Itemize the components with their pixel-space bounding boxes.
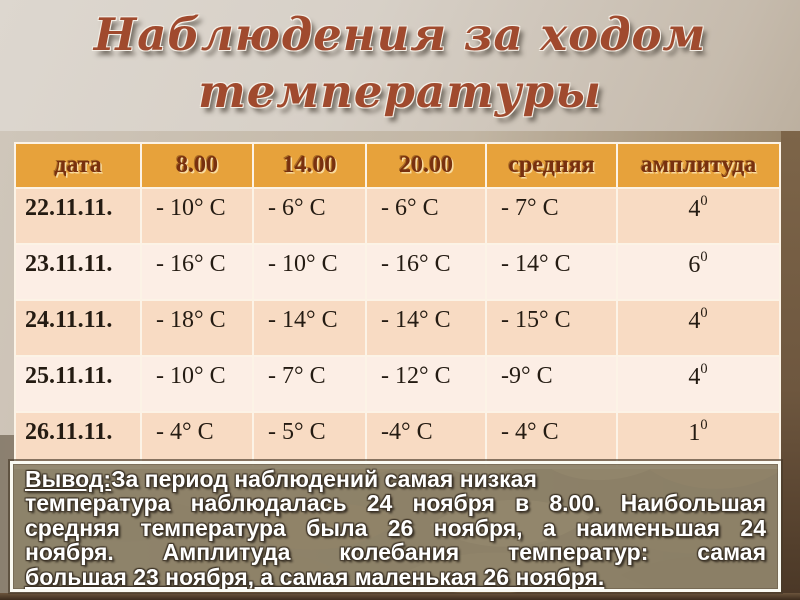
title-line-1: Наблюдения за ходом bbox=[93, 8, 707, 61]
date-cell: 23.11.11. bbox=[14, 243, 142, 301]
table-row: 25.11.11. - 10° C - 7° C - 12° C -9° C 4… bbox=[14, 355, 781, 413]
amplitude-value: 4 bbox=[688, 308, 701, 334]
amplitude-superscript: 0 bbox=[700, 304, 708, 321]
header-cell-date: дата bbox=[14, 142, 142, 189]
date-cell: 22.11.11. bbox=[14, 187, 142, 245]
average-cell: - 15° C bbox=[485, 299, 618, 357]
date-cell: 25.11.11. bbox=[14, 355, 142, 413]
header-cell-800: 8.00 bbox=[140, 142, 254, 189]
average-cell: - 7° C bbox=[485, 187, 618, 245]
date-cell: 24.11.11. bbox=[14, 299, 142, 357]
conclusion-line: ноября. Амплитуда колебания температур: … bbox=[25, 539, 766, 566]
amplitude-value: 1 bbox=[688, 420, 701, 446]
conclusion-label: Вывод: bbox=[25, 466, 112, 492]
header-cell-average: средняя bbox=[485, 142, 618, 189]
amplitude-cell: 40 bbox=[616, 187, 781, 245]
temp-800-cell: - 10° C bbox=[140, 355, 254, 413]
date-cell: 26.11.11. bbox=[14, 411, 142, 469]
temp-800-cell: - 4° C bbox=[140, 411, 254, 469]
conclusion-line: Вывод: За период наблюдений самая низкая bbox=[25, 466, 766, 492]
amplitude-cell: 40 bbox=[616, 299, 781, 357]
temp-800-cell: - 16° C bbox=[140, 243, 254, 301]
temp-1400-cell: - 5° C bbox=[252, 411, 367, 469]
table-row: 24.11.11. - 18° C - 14° C - 14° C - 15° … bbox=[14, 299, 781, 357]
temp-1400-cell: - 6° C bbox=[252, 187, 367, 245]
temp-2000-cell: -4° C bbox=[365, 411, 487, 469]
temp-2000-cell: - 12° C bbox=[365, 355, 487, 413]
table-row: 22.11.11. - 10° C - 6° C - 6° C - 7° C 4… bbox=[14, 187, 781, 245]
amplitude-superscript: 0 bbox=[700, 360, 708, 377]
conclusion-line-text: За период наблюдений самая низкая bbox=[111, 466, 537, 492]
right-shadow-strip bbox=[781, 131, 800, 600]
header-cell-1400: 14.00 bbox=[252, 142, 367, 189]
temp-1400-cell: - 10° C bbox=[252, 243, 367, 301]
conclusion-line: температура наблюдалась 24 ноября в 8.00… bbox=[25, 490, 766, 517]
average-cell: - 4° C bbox=[485, 411, 618, 469]
slide-title: Наблюдения за ходом температуры bbox=[0, 6, 800, 120]
conclusion-line: средняя температура была 26 ноября, а на… bbox=[25, 514, 766, 541]
temperature-table: дата 8.00 14.00 20.00 средняя амплитуда … bbox=[14, 142, 781, 469]
table-header-row: дата 8.00 14.00 20.00 средняя амплитуда bbox=[14, 142, 781, 189]
amplitude-value: 6 bbox=[688, 252, 701, 278]
header-cell-amplitude: амплитуда bbox=[616, 142, 781, 189]
temp-1400-cell: - 7° C bbox=[252, 355, 367, 413]
average-cell: -9° C bbox=[485, 355, 618, 413]
table-row: 26.11.11. - 4° C - 5° C -4° C - 4° C 10 bbox=[14, 411, 781, 469]
temp-2000-cell: - 16° C bbox=[365, 243, 487, 301]
amplitude-value: 4 bbox=[688, 196, 701, 222]
amplitude-cell: 60 bbox=[616, 243, 781, 301]
amplitude-superscript: 0 bbox=[700, 192, 708, 209]
table-row: 23.11.11. - 16° C - 10° C - 16° C - 14° … bbox=[14, 243, 781, 301]
amplitude-superscript: 0 bbox=[700, 416, 708, 433]
temp-2000-cell: - 6° C bbox=[365, 187, 487, 245]
conclusion-box: Вывод: За период наблюдений самая низкая… bbox=[10, 461, 781, 592]
temp-800-cell: - 10° C bbox=[140, 187, 254, 245]
title-line-2: температуры bbox=[198, 65, 602, 118]
amplitude-value: 4 bbox=[688, 364, 701, 390]
amplitude-cell: 10 bbox=[616, 411, 781, 469]
temp-2000-cell: - 14° C bbox=[365, 299, 487, 357]
amplitude-superscript: 0 bbox=[700, 248, 708, 265]
bottom-edge-strip bbox=[0, 593, 800, 600]
temp-1400-cell: - 14° C bbox=[252, 299, 367, 357]
temp-800-cell: - 18° C bbox=[140, 299, 254, 357]
amplitude-cell: 40 bbox=[616, 355, 781, 413]
header-cell-2000: 20.00 bbox=[365, 142, 487, 189]
average-cell: - 14° C bbox=[485, 243, 618, 301]
conclusion-last-line: большая 23 ноября, а самая маленькая 26 … bbox=[25, 563, 605, 590]
